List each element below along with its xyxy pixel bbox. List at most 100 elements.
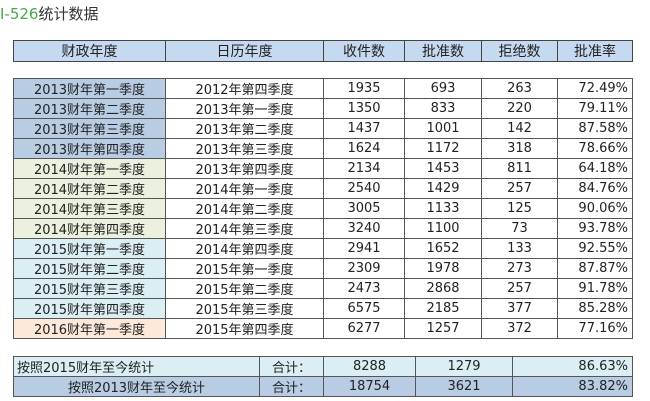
header-cell: 拒绝数 <box>481 40 558 62</box>
denied-count: 220 <box>481 98 558 119</box>
table-row: 2015财年第三季度 2015年第二季度 2473 2868 257 91.78% <box>13 278 633 299</box>
calendar-quarter: 2012年第四季度 <box>165 78 324 99</box>
received-count: 2309 <box>323 258 405 279</box>
total-label: 合计： <box>259 376 324 397</box>
table-row: 2013财年第一季度 2012年第四季度 1935 693 263 72.49% <box>13 78 633 99</box>
denied-count: 73 <box>481 218 558 239</box>
approved-count: 1978 <box>404 258 482 279</box>
approved-count: 1133 <box>404 198 482 219</box>
denied-count: 318 <box>481 138 558 159</box>
rate-total: 83.82% <box>512 376 633 397</box>
table-row: 2014财年第二季度 2014年第一季度 2540 1429 257 84.76% <box>13 178 633 199</box>
summary-row: 按照2015财年至今统计 合计： 8288 1279 86.63% <box>13 356 633 377</box>
fiscal-quarter: 2015财年第一季度 <box>13 238 166 259</box>
approved-count: 2185 <box>404 298 482 319</box>
fiscal-quarter: 2013财年第二季度 <box>13 98 166 119</box>
approval-rate: 64.18% <box>557 158 633 179</box>
received-count: 2473 <box>323 278 405 299</box>
calendar-quarter: 2015年第二季度 <box>165 278 324 299</box>
calendar-quarter: 2014年第二季度 <box>165 198 324 219</box>
received-count: 1935 <box>323 78 405 99</box>
fiscal-quarter: 2014财年第二季度 <box>13 178 166 199</box>
approved-count: 833 <box>404 98 482 119</box>
received-count: 2540 <box>323 178 405 199</box>
approved-total: 18754 <box>323 376 416 397</box>
calendar-quarter: 2015年第一季度 <box>165 258 324 279</box>
approval-rate: 79.11% <box>557 98 633 119</box>
received-count: 3240 <box>323 218 405 239</box>
table-row: 2014财年第一季度 2013年第四季度 2134 1453 811 64.18% <box>13 158 633 179</box>
table-row: 2016财年第一季度 2015年第四季度 6277 1257 372 77.16% <box>13 318 633 339</box>
approval-rate: 78.66% <box>557 138 633 159</box>
approval-rate: 85.28% <box>557 298 633 319</box>
approval-rate: 84.76% <box>557 178 633 199</box>
received-count: 6277 <box>323 318 405 339</box>
approved-count: 1453 <box>404 158 482 179</box>
summary-label: 按照2013财年至今统计 <box>13 376 260 397</box>
calendar-quarter: 2014年第四季度 <box>165 238 324 259</box>
header-cell: 财政年度 <box>13 40 166 62</box>
fiscal-quarter: 2015财年第二季度 <box>13 258 166 279</box>
approval-rate: 87.87% <box>557 258 633 279</box>
approved-count: 1429 <box>404 178 482 199</box>
table-row: 2013财年第三季度 2013年第二季度 1437 1001 142 87.58% <box>13 118 633 139</box>
denied-count: 263 <box>481 78 558 99</box>
approval-rate: 92.55% <box>557 238 633 259</box>
fiscal-quarter: 2013财年第一季度 <box>13 78 166 99</box>
form-code: I-526 <box>0 5 39 23</box>
calendar-quarter: 2013年第一季度 <box>165 98 324 119</box>
page-title: I-526统计数据 <box>0 3 98 24</box>
approved-count: 1172 <box>404 138 482 159</box>
table-row: 2014财年第三季度 2014年第二季度 3005 1133 125 90.06% <box>13 198 633 219</box>
approved-count: 693 <box>404 78 482 99</box>
data-table: 2013财年第一季度 2012年第四季度 1935 693 263 72.49% 2013财… <box>13 78 633 339</box>
denied-count: 377 <box>481 298 558 319</box>
approval-rate: 72.49% <box>557 78 633 99</box>
received-count: 2941 <box>323 238 405 259</box>
table-row: 2015财年第一季度 2014年第四季度 2941 1652 133 92.55% <box>13 238 633 259</box>
calendar-quarter: 2014年第三季度 <box>165 218 324 239</box>
summary-row: 按照2013财年至今统计 合计： 18754 3621 83.82% <box>13 376 633 397</box>
fiscal-quarter: 2015财年第三季度 <box>13 278 166 299</box>
header-cell: 收件数 <box>323 40 405 62</box>
denied-count: 811 <box>481 158 558 179</box>
denied-count: 257 <box>481 278 558 299</box>
approval-rate: 87.58% <box>557 118 633 139</box>
approved-count: 1001 <box>404 118 482 139</box>
denied-count: 372 <box>481 318 558 339</box>
title-text: 统计数据 <box>38 5 99 23</box>
approved-count: 1257 <box>404 318 482 339</box>
denied-count: 142 <box>481 118 558 139</box>
fiscal-quarter: 2014财年第一季度 <box>13 158 166 179</box>
received-count: 1624 <box>323 138 405 159</box>
table-row: 2014财年第四季度 2014年第三季度 3240 1100 73 93.78% <box>13 218 633 239</box>
fiscal-quarter: 2013财年第四季度 <box>13 138 166 159</box>
received-count: 1437 <box>323 118 405 139</box>
rate-total: 86.63% <box>512 356 633 377</box>
calendar-quarter: 2013年第四季度 <box>165 158 324 179</box>
approval-rate: 90.06% <box>557 198 633 219</box>
header-cell: 日历年度 <box>165 40 324 62</box>
received-count: 1350 <box>323 98 405 119</box>
summary-label: 按照2015财年至今统计 <box>13 356 260 377</box>
denied-count: 273 <box>481 258 558 279</box>
denied-total: 1279 <box>415 356 513 377</box>
summary-table: 按照2015财年至今统计 合计： 8288 1279 86.63% 按照2013… <box>13 356 633 397</box>
header-cell: 批准数 <box>404 40 482 62</box>
denied-total: 3621 <box>415 376 513 397</box>
calendar-quarter: 2014年第一季度 <box>165 178 324 199</box>
denied-count: 125 <box>481 198 558 219</box>
total-label: 合计： <box>259 356 324 377</box>
received-count: 2134 <box>323 158 405 179</box>
approval-rate: 91.78% <box>557 278 633 299</box>
fiscal-quarter: 2016财年第一季度 <box>13 318 166 339</box>
denied-count: 257 <box>481 178 558 199</box>
calendar-quarter: 2013年第二季度 <box>165 118 324 139</box>
approved-count: 1652 <box>404 238 482 259</box>
table-row: 2015财年第四季度 2015年第三季度 6575 2185 377 85.28% <box>13 298 633 319</box>
approval-rate: 77.16% <box>557 318 633 339</box>
denied-count: 133 <box>481 238 558 259</box>
received-count: 3005 <box>323 198 405 219</box>
header-table: 财政年度 日历年度 收件数 批准数 拒绝数 批准率 <box>13 40 633 62</box>
fiscal-quarter: 2015财年第四季度 <box>13 298 166 319</box>
